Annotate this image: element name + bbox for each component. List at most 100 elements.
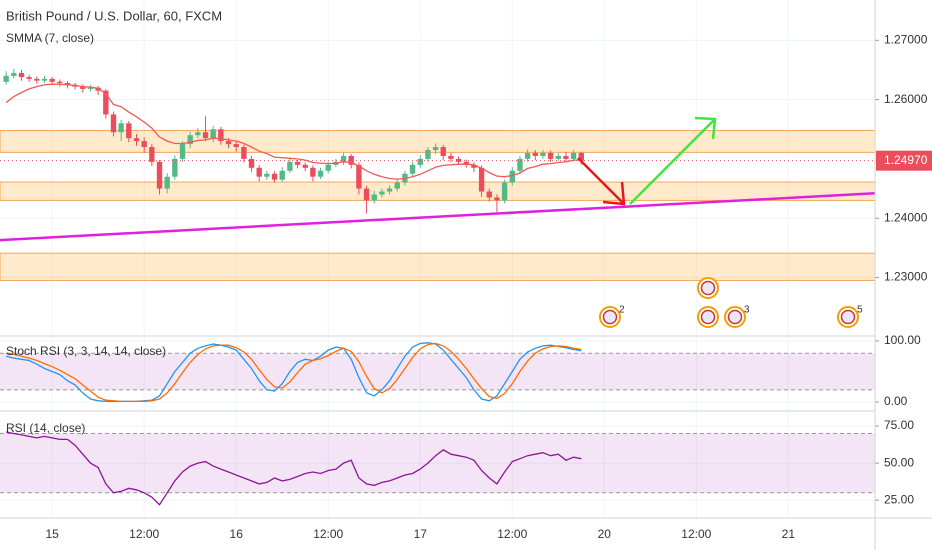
candle-body	[233, 144, 239, 148]
candle-body	[279, 170, 285, 180]
candle-body	[264, 173, 270, 177]
candle-body	[149, 147, 155, 162]
candle-body	[540, 152, 546, 156]
y-tick-label: 100.00	[884, 333, 921, 347]
candle-body	[64, 83, 71, 85]
candle-body	[348, 155, 354, 165]
event-icon	[727, 309, 743, 325]
x-tick-label: 12:00	[129, 527, 159, 541]
y-tick-label: 1.24000	[884, 210, 928, 224]
x-tick-label: 21	[782, 527, 796, 541]
candle-body	[156, 161, 163, 189]
candle-body	[570, 152, 577, 159]
band	[0, 433, 875, 493]
candle-body	[287, 161, 293, 171]
candle-body	[425, 150, 431, 159]
indicator-line	[5, 342, 582, 403]
candle-body	[57, 81, 63, 84]
y-tick-label: 1.23000	[884, 270, 928, 284]
candle-body	[509, 170, 515, 183]
x-tick-label: 15	[45, 527, 59, 541]
candle-body	[248, 158, 255, 168]
candle-body	[95, 87, 101, 91]
event-icon	[697, 277, 719, 299]
candle-body	[34, 78, 40, 81]
candle-body	[11, 72, 17, 76]
stoch-title: Stoch RSI (3, 3, 14, 14, close)	[6, 344, 166, 358]
candle-body	[394, 182, 400, 189]
candle-body	[340, 155, 347, 162]
candle-body	[202, 132, 209, 139]
candle-body	[225, 141, 232, 145]
candle-body	[563, 155, 569, 159]
red-arrow	[577, 157, 626, 206]
y-tick-label: 25.00	[884, 492, 914, 506]
candle-body	[555, 155, 561, 159]
candle-body	[195, 132, 201, 136]
candle-body	[440, 147, 446, 156]
candle-body	[133, 138, 140, 142]
x-tick-label: 12:00	[497, 527, 527, 541]
candle-body	[302, 164, 308, 168]
green-arrow	[629, 116, 717, 205]
event-icon	[602, 309, 618, 325]
candle-body	[494, 197, 500, 201]
candle-body	[325, 164, 331, 171]
candle-body	[110, 114, 117, 133]
candle-body	[294, 161, 301, 165]
candle-body	[478, 167, 485, 192]
trendline	[0, 192, 876, 242]
event-count: 3	[744, 305, 750, 316]
candle-body	[80, 86, 86, 89]
candle-body	[187, 135, 193, 145]
candle-body	[417, 158, 423, 165]
candle-body	[172, 158, 178, 177]
zone	[0, 181, 876, 201]
candle-body	[310, 167, 316, 177]
candle-body	[118, 123, 124, 133]
candle-body	[455, 158, 462, 162]
candle-body	[532, 152, 538, 156]
candle-body	[524, 152, 531, 159]
candle-body	[578, 152, 584, 161]
y-tick-label: 0.00	[884, 394, 908, 408]
candle-body	[371, 194, 377, 201]
x-tick-label: 12:00	[313, 527, 343, 541]
event-count: 2	[619, 305, 625, 316]
candle-body	[164, 176, 170, 189]
candle-body	[179, 144, 186, 159]
x-tick-label: 17	[414, 527, 428, 541]
candle-body	[547, 152, 554, 159]
candle-body	[126, 123, 132, 139]
candle-body	[210, 129, 216, 139]
candle-body	[463, 161, 469, 165]
indicator-line	[5, 342, 582, 403]
candle-body	[356, 164, 362, 189]
x-tick-label: 20	[598, 527, 612, 541]
candle-body	[103, 90, 109, 115]
candle-body	[256, 167, 262, 177]
y-tick-label: 1.26000	[884, 92, 928, 106]
candle-body	[432, 147, 439, 151]
candle-body	[409, 164, 416, 174]
candle-body	[41, 78, 48, 81]
x-tick-label: 12:00	[681, 527, 711, 541]
candle-body	[317, 170, 324, 177]
candle-body	[386, 188, 393, 192]
event-icon	[840, 309, 856, 325]
candle-body	[3, 75, 9, 82]
candle-body	[87, 87, 94, 89]
candle-body	[363, 188, 370, 201]
event-icon	[697, 306, 719, 328]
y-tick-label: 50.00	[884, 455, 914, 469]
candle-body	[26, 77, 32, 79]
candle-body	[379, 191, 385, 195]
candle-body	[271, 173, 278, 180]
x-tick-label: 16	[230, 527, 244, 541]
candle-body	[18, 72, 25, 78]
candle-body	[218, 129, 224, 142]
indicator-line	[5, 83, 582, 180]
